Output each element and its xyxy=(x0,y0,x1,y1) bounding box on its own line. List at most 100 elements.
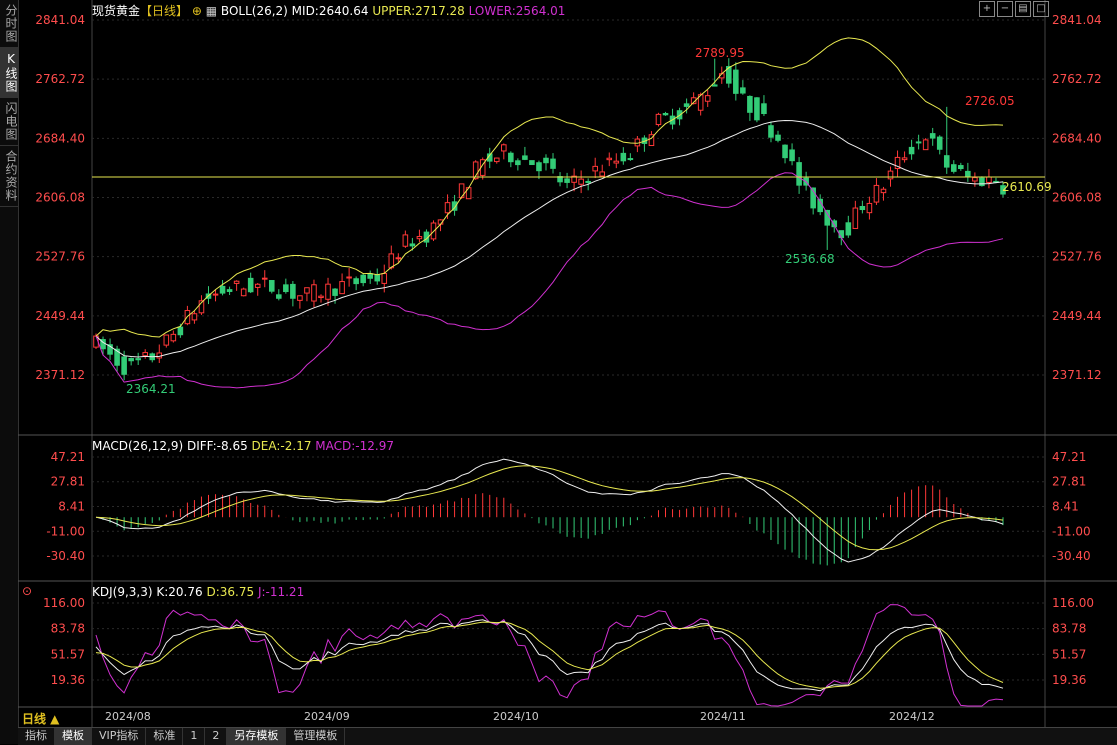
x-label-2: 2024/10 xyxy=(493,710,539,723)
candle-body xyxy=(177,326,184,336)
candle-body xyxy=(789,149,795,162)
bottom-tab-0[interactable]: 指标 xyxy=(18,728,55,745)
bottom-tab-5[interactable]: 2 xyxy=(205,728,228,745)
candle-body xyxy=(416,236,423,240)
kdj-settings-icon[interactable]: ⊙ xyxy=(22,584,33,598)
macd-y-tick-left: -11.00 xyxy=(46,524,85,538)
candle-body xyxy=(810,187,816,209)
annotation-last: 2610.69 xyxy=(1002,180,1052,194)
candle-body xyxy=(733,69,739,94)
period-button[interactable]: 日线 ▲ xyxy=(22,712,60,726)
candle-body xyxy=(852,207,859,229)
annotation-high: 2789.95 xyxy=(695,46,745,60)
candle-body xyxy=(887,170,894,180)
candle-body xyxy=(346,276,352,279)
annotation-start-low: 2364.21 xyxy=(126,382,176,396)
sidebar-item-0[interactable]: 分时图 xyxy=(0,0,18,48)
kdj-y-tick-left: 19.36 xyxy=(51,673,85,687)
indicator-icon[interactable]: ▦ xyxy=(205,4,218,18)
candle-body xyxy=(578,178,584,185)
macd-value: MACD:-12.97 xyxy=(315,439,394,453)
candle-body xyxy=(402,234,409,247)
sidebar-item-3[interactable]: 合约资料 xyxy=(0,146,18,207)
sidebar-item-2[interactable]: 闪电图 xyxy=(0,98,18,146)
candle-body xyxy=(297,295,303,301)
zoom-out-icon[interactable]: − xyxy=(997,1,1013,17)
candle-body xyxy=(536,162,542,172)
candle-body xyxy=(620,152,627,162)
candle-body xyxy=(170,333,177,342)
kdj-j-line xyxy=(95,604,1004,707)
candle-body xyxy=(388,253,395,269)
candle-body xyxy=(493,157,500,163)
bottom-tab-3[interactable]: 标准 xyxy=(146,728,184,745)
candle-body xyxy=(529,160,535,166)
sidebar-item-1[interactable]: K线图 xyxy=(0,48,18,98)
macd-y-tick-left: 8.41 xyxy=(58,499,85,513)
main-y-tick-left: 2841.04 xyxy=(35,13,85,27)
candle-body xyxy=(381,273,388,284)
symbol-name: 现货黄金 xyxy=(92,4,141,18)
candle-body xyxy=(198,300,205,314)
candle-body xyxy=(943,155,950,168)
kdj-y-tick-right: 19.36 xyxy=(1052,673,1086,687)
candle-body xyxy=(726,66,732,84)
maximize-icon[interactable]: □ xyxy=(1033,1,1049,17)
kdj-y-tick-left: 116.00 xyxy=(43,596,85,610)
candle-body xyxy=(972,177,978,182)
candle-body xyxy=(283,284,289,293)
bottom-tab-2[interactable]: VIP指标 xyxy=(92,728,147,745)
kdj-y-tick-left: 83.78 xyxy=(51,622,85,636)
candle-body xyxy=(740,87,746,94)
candle-body xyxy=(472,161,479,180)
candle-body xyxy=(754,97,760,121)
candle-body xyxy=(318,295,324,299)
candle-body xyxy=(276,294,282,299)
kdj-k: K:20.76 xyxy=(156,585,203,599)
macd-diff: DIFF:-8.65 xyxy=(186,439,248,453)
boll-lower-line xyxy=(95,172,1004,389)
x-label-4: 2024/12 xyxy=(889,710,935,723)
candle-body xyxy=(796,162,802,186)
candle-body xyxy=(950,164,957,172)
candle-body xyxy=(135,358,141,361)
candle-body xyxy=(979,177,985,187)
boll-upper: UPPER:2717.28 xyxy=(372,4,465,18)
candle-body xyxy=(353,278,359,285)
zoom-in-icon[interactable]: + xyxy=(979,1,995,17)
bottom-tab-6[interactable]: 另存模板 xyxy=(227,728,287,745)
candle-body xyxy=(683,103,690,107)
candle-body xyxy=(761,103,767,115)
candle-body xyxy=(564,178,570,183)
candle-body xyxy=(261,277,268,280)
boll-label: BOLL(26,2) xyxy=(220,4,288,18)
macd-y-tick-right: 8.41 xyxy=(1052,499,1079,513)
candle-body xyxy=(845,222,852,236)
settings-circle-icon[interactable]: ⊕ xyxy=(191,4,202,18)
candle-body xyxy=(191,313,198,321)
chart-area[interactable]: 2841.04 2841.04 2762.72 2762.72 2684.40 2684.… xyxy=(18,0,1117,727)
candle-body xyxy=(515,160,521,166)
boll-mid-line xyxy=(95,119,1004,358)
candle-body xyxy=(163,334,170,346)
kdj-header: KDJ(9,3,3) K:20.76 D:36.75 J:-11.21 xyxy=(92,585,304,599)
kdj-y-tick-right: 51.57 xyxy=(1052,647,1086,661)
bottom-tab-4[interactable]: 1 xyxy=(183,728,206,745)
candle-body xyxy=(915,141,922,144)
bottom-tab-1[interactable]: 模板 xyxy=(55,728,92,745)
macd-dea: DEA:-2.17 xyxy=(251,439,312,453)
candle-body xyxy=(409,243,416,247)
candle-body xyxy=(304,287,310,294)
candle-body xyxy=(522,155,528,160)
candle-body xyxy=(866,202,873,214)
candle-body xyxy=(374,274,381,282)
bottom-tab-7[interactable]: 管理模板 xyxy=(286,728,346,745)
candle-body xyxy=(873,184,880,203)
candle-body xyxy=(550,158,556,169)
layout-icon[interactable]: ▤ xyxy=(1015,1,1031,17)
macd-y-tick-left: 47.21 xyxy=(51,450,85,464)
macd-y-tick-left: -30.40 xyxy=(46,549,85,563)
candle-body xyxy=(339,281,345,295)
candle-body xyxy=(965,170,971,178)
macd-dea-line xyxy=(95,465,1004,551)
